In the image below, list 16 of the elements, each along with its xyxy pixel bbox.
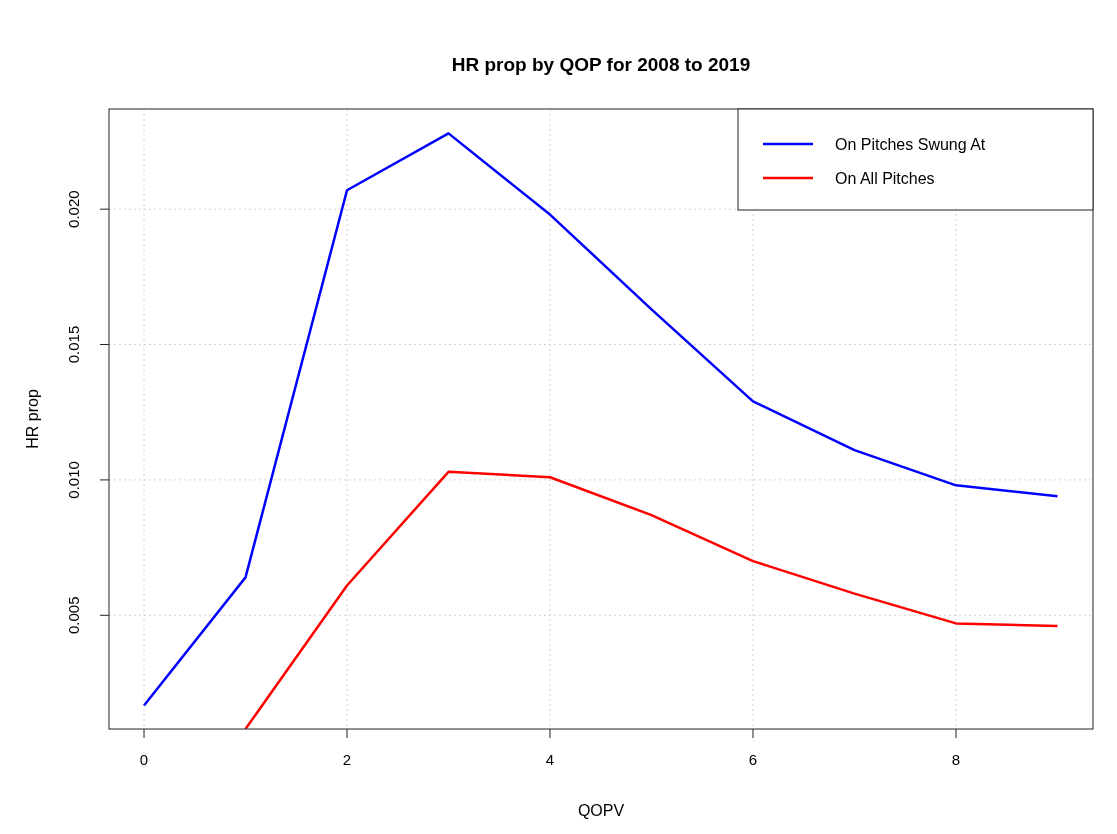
line-series [142,132,1059,707]
y-tick-label: 0.010 [65,461,82,499]
x-tick-label: 8 [951,751,961,768]
legend-label: On All Pitches [835,170,935,187]
legend-label: On Pitches Swung At [835,136,986,153]
line-series [244,470,1059,729]
y-tick-label: 0.020 [65,190,82,228]
x-axis-title: QOPV [577,802,625,819]
chart-title: HR prop by QOP for 2008 to 2019 [451,54,751,75]
x-tick-label: 6 [748,751,758,768]
y-tick-label: 0.005 [65,596,82,635]
x-tick-label: 4 [545,751,555,768]
x-tick-label: 0 [139,751,149,768]
y-axis-title: HR prop [24,389,41,449]
y-tick-label: 0.015 [65,325,82,364]
x-tick-label: 2 [342,751,352,768]
